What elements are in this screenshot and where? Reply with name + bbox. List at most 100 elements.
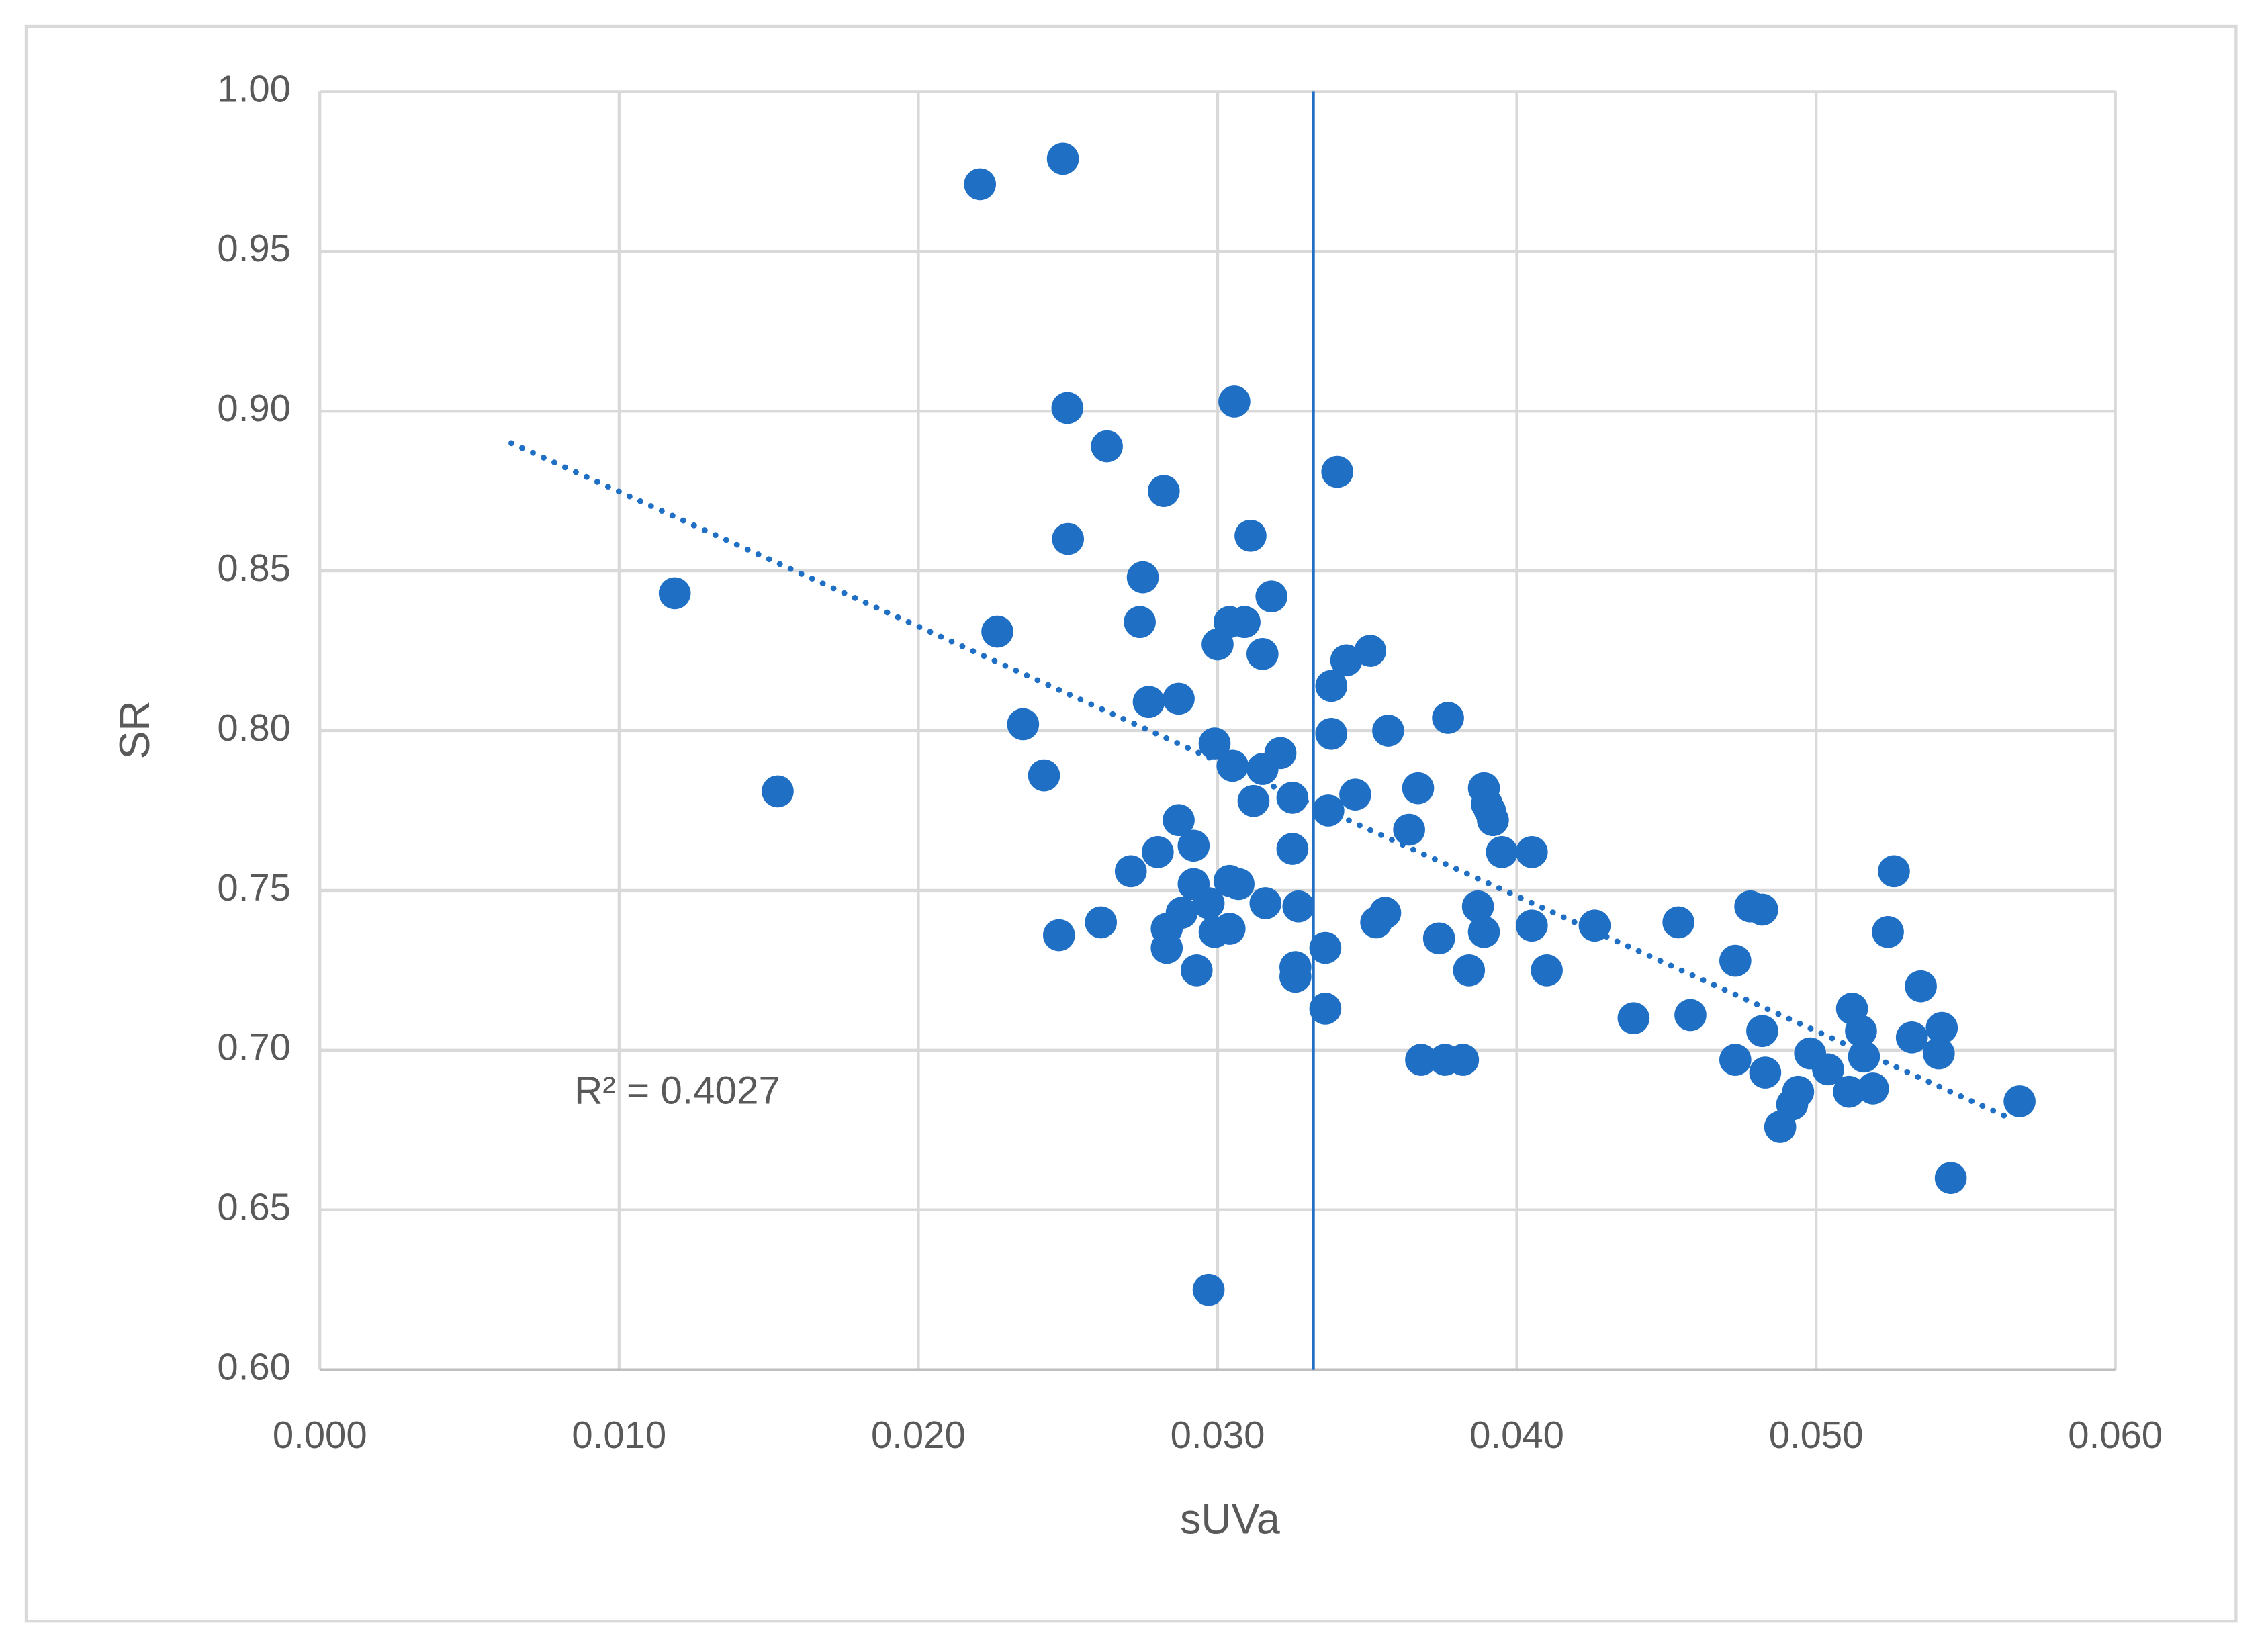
- point: [1812, 1053, 1844, 1086]
- point: [1878, 855, 1910, 888]
- point: [1477, 804, 1509, 837]
- point: [1749, 1056, 1782, 1089]
- point: [1354, 635, 1387, 667]
- x-tick-label: 0.020: [871, 1414, 966, 1456]
- trendline: [508, 440, 2011, 1121]
- point: [1177, 829, 1210, 862]
- point: [1402, 772, 1435, 805]
- y-tick-label: 0.75: [217, 866, 291, 909]
- point: [1531, 954, 1563, 987]
- point: [1447, 1044, 1480, 1076]
- point: [1782, 1075, 1815, 1108]
- point: [1905, 970, 1937, 1003]
- point: [1833, 1075, 1865, 1108]
- point: [1895, 1021, 1928, 1054]
- point: [1279, 960, 1312, 993]
- point: [1192, 1273, 1225, 1306]
- point: [1461, 890, 1494, 923]
- y-tick-label: 0.85: [217, 547, 291, 589]
- point: [1315, 670, 1348, 702]
- point: [1237, 784, 1270, 817]
- point: [1516, 909, 1548, 942]
- point: [1052, 522, 1084, 555]
- point: [1422, 922, 1455, 955]
- point: [1043, 919, 1075, 952]
- point: [1264, 737, 1297, 770]
- point: [1330, 644, 1363, 677]
- y-tick-label: 0.60: [217, 1345, 291, 1387]
- point: [1486, 835, 1518, 868]
- point: [1282, 890, 1315, 923]
- point: [1249, 887, 1282, 919]
- point: [1051, 392, 1084, 424]
- point: [1516, 835, 1548, 868]
- point: [1028, 759, 1060, 792]
- x-tick-label: 0.010: [572, 1414, 666, 1456]
- point: [1276, 782, 1309, 814]
- point: [1085, 906, 1118, 939]
- point: [1372, 715, 1404, 747]
- point: [1046, 142, 1079, 175]
- point: [1201, 628, 1234, 661]
- point: [1126, 561, 1159, 594]
- point: [1922, 1037, 1955, 1070]
- point: [1925, 1011, 1958, 1044]
- point: [1578, 909, 1611, 942]
- y-tick-label: 0.80: [217, 706, 291, 749]
- annotation: R² = 0.4027: [574, 1069, 780, 1113]
- point: [981, 615, 1013, 648]
- point: [1163, 682, 1195, 715]
- point: [1719, 1044, 1752, 1076]
- point: [1453, 954, 1486, 987]
- point: [1132, 686, 1165, 719]
- point: [1393, 813, 1425, 846]
- point: [1114, 855, 1147, 888]
- point: [762, 775, 794, 808]
- point: [1339, 778, 1371, 811]
- y-tick-label: 0.90: [217, 387, 291, 429]
- point: [1276, 833, 1309, 865]
- point: [1872, 915, 1904, 948]
- point: [1432, 702, 1464, 734]
- point: [1180, 954, 1213, 987]
- point: [1124, 606, 1156, 639]
- point: [1617, 1002, 1650, 1035]
- chart-border: [24, 24, 2238, 1623]
- point: [1856, 1072, 1889, 1105]
- point: [1228, 606, 1261, 639]
- y-tick-label: 0.65: [217, 1186, 291, 1228]
- point: [1234, 519, 1267, 552]
- y-tick-label: 0.95: [217, 227, 291, 269]
- point: [1309, 931, 1342, 964]
- point: [1369, 897, 1402, 929]
- y-tick-label: 0.70: [217, 1026, 291, 1068]
- x-tick-label: 0.050: [1769, 1414, 1864, 1456]
- point: [1091, 430, 1123, 463]
- point: [1150, 931, 1183, 964]
- y-tick-label: 1.00: [217, 67, 291, 109]
- point: [1467, 915, 1500, 948]
- y-axis-title: SR: [111, 700, 158, 759]
- point: [1674, 999, 1707, 1032]
- point: [1192, 887, 1225, 919]
- point: [964, 168, 996, 201]
- point: [1163, 804, 1195, 837]
- point: [1405, 1044, 1437, 1076]
- point: [1218, 385, 1251, 418]
- point: [1007, 708, 1040, 741]
- point: [1719, 944, 1752, 977]
- x-tick-label: 0.060: [2068, 1414, 2163, 1456]
- point: [2003, 1085, 2036, 1117]
- point: [1309, 993, 1342, 1025]
- point: [1746, 893, 1778, 926]
- point: [1255, 580, 1287, 612]
- point: [1934, 1162, 1967, 1194]
- x-axis-title: sUVa: [1180, 1496, 1280, 1543]
- point: [1662, 906, 1694, 939]
- point: [1315, 717, 1348, 750]
- x-tick-label: 0.040: [1469, 1414, 1564, 1456]
- x-tick-label: 0.030: [1171, 1414, 1265, 1456]
- point: [1142, 835, 1174, 868]
